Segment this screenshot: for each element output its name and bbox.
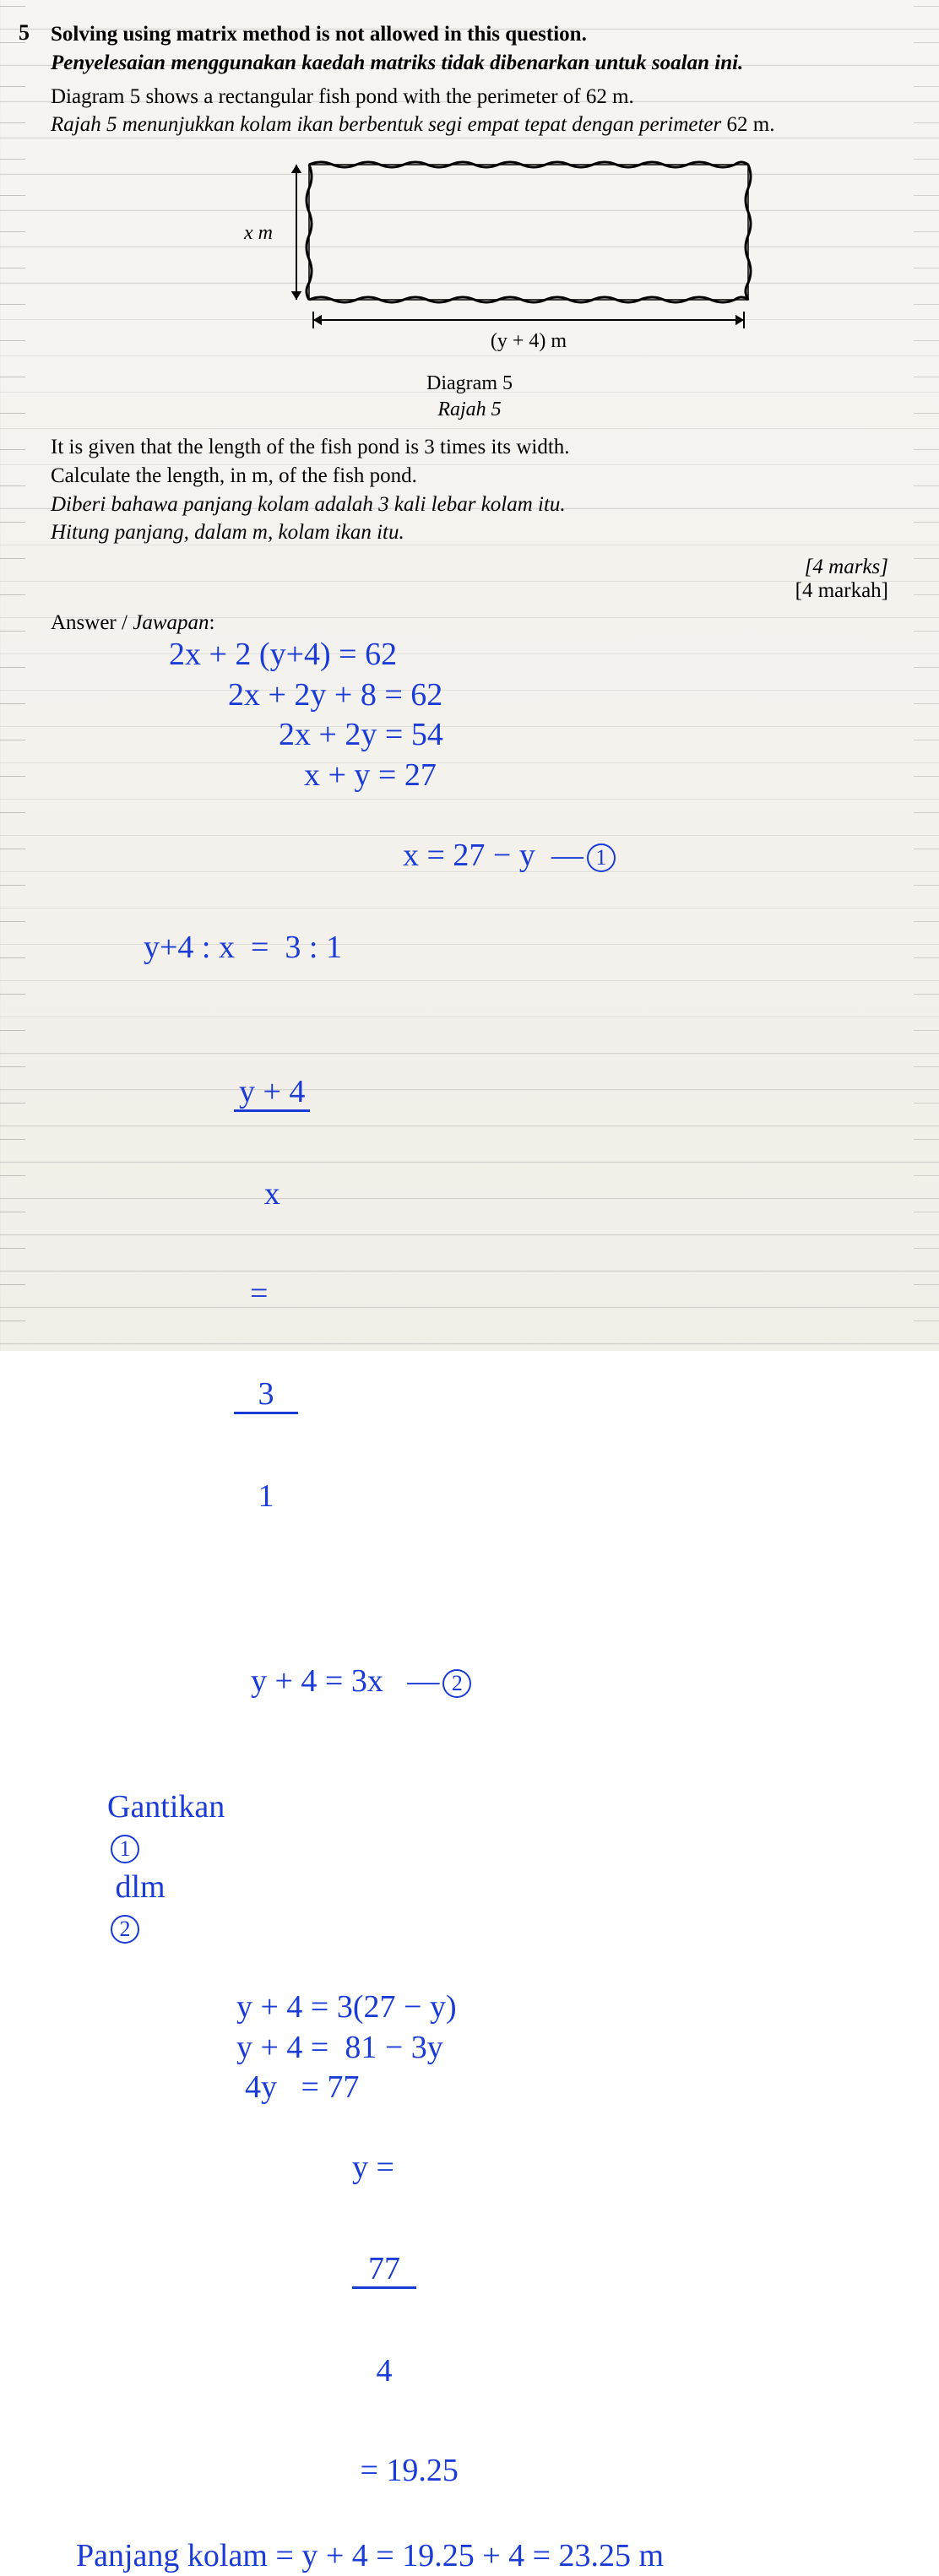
given-ms-2: Hitung panjang, dalam m, kolam ikan itu. [51,518,888,547]
frac1-den: x [234,1176,310,1210]
frac3-den: 4 [352,2353,416,2387]
hw-line-5: x = 27 − y —1 [355,795,888,916]
hw-line-13: y = 77 4 = 19.25 [304,2108,888,2531]
hw-l9-c1: 1 [111,1835,139,1863]
hw-l9-c2: 2 [111,1915,139,1944]
title-english: Solving using matrix method is not allow… [51,20,888,49]
marks-ms-text: [4 markah] [795,579,888,602]
diagram-5: x m (y + 4) m [51,149,888,369]
hw-line-3: 2x + 2y = 54 [279,715,888,756]
desc-ms-prefix: Rajah 5 menunjukkan kolam ikan berbentuk… [51,113,727,136]
hw-line-12: 4y = 77 [245,2068,888,2108]
answer-label: Answer / Jawapan: [51,611,888,635]
title-malay: Penyelesaian menggunakan kaedah matriks … [51,49,888,78]
frac2-num: 3 [234,1378,298,1414]
hw-l5-pre: x = 27 − y — [403,838,583,873]
svg-text:(y + 4) m: (y + 4) m [491,330,567,352]
frac3-num: 77 [352,2253,416,2289]
hw-line-6: y+4 : x = 3 : 1 [144,928,888,968]
hw-line-11: y + 4 = 81 − 3y [236,2028,888,2069]
marks-en: [4 marks] [51,556,888,579]
hw-l8-pre: y + 4 = 3x — [251,1663,439,1699]
hw-l13-pre: y = [352,2150,402,2185]
page-content: 5 Solving using matrix method is not all… [0,0,939,2576]
diagram-caption-ms: Rajah 5 [51,399,888,421]
frac1-num: y + 4 [234,1076,310,1112]
question-number: 5 [19,20,30,46]
handwritten-answer: 2x + 2 (y+4) = 62 2x + 2y + 8 = 62 2x + … [51,635,888,2576]
hw-line-9: Gantikan 1 dlm 2 [59,1747,888,1988]
frac-2: 3 1 [234,1314,298,1576]
diagram-caption-en: Diagram 5 [51,372,888,395]
hw-l9-word: Gantikan [107,1789,225,1825]
marks-ms: [4 markah] [51,579,888,603]
hw-l5-circle-1: 1 [587,843,616,872]
hw-line-2: 2x + 2y + 8 = 62 [228,675,888,716]
hw-l13-post: = 19.25 [352,2453,459,2488]
hw-line-4: x + y = 27 [304,756,888,796]
given-ms-2-text: Hitung panjang, dalam m, kolam ikan itu. [51,521,404,544]
frac-eq: = [234,1276,284,1311]
hw-line-10: y + 4 = 3(27 − y) [236,1988,888,2028]
svg-text:x m: x m [243,222,273,244]
hw-l9-mid: dlm [107,1869,173,1905]
hw-line-8: y + 4 = 3x —2 [203,1622,888,1743]
desc-ms-suffix: 62 m. [727,113,775,136]
description-malay: Rajah 5 menunjukkan kolam ikan berbentuk… [51,111,888,139]
answer-label-ms: Jawapan [133,611,209,634]
hw-line-14: Panjang kolam = y + 4 = 19.25 + 4 = 23.2… [76,2536,888,2576]
given-en-1: It is given that the length of the fish … [51,433,888,462]
description-english: Diagram 5 shows a rectangular fish pond … [51,83,888,111]
hw-l8-circle-2: 2 [442,1669,471,1698]
given-en-2: Calculate the length, in m, of the fish … [51,462,888,491]
frac-3: 77 4 [352,2188,416,2451]
frac-1: y + 4 x [234,1011,310,1274]
given-ms-1: Diberi bahawa panjang kolam adalah 3 kal… [51,491,888,519]
pond-diagram-svg: x m (y + 4) m [51,149,888,369]
hw-line-7: y + 4 x = 3 1 [186,971,888,1617]
frac2-den: 1 [234,1478,298,1512]
hw-line-1: 2x + 2 (y+4) = 62 [169,635,888,675]
